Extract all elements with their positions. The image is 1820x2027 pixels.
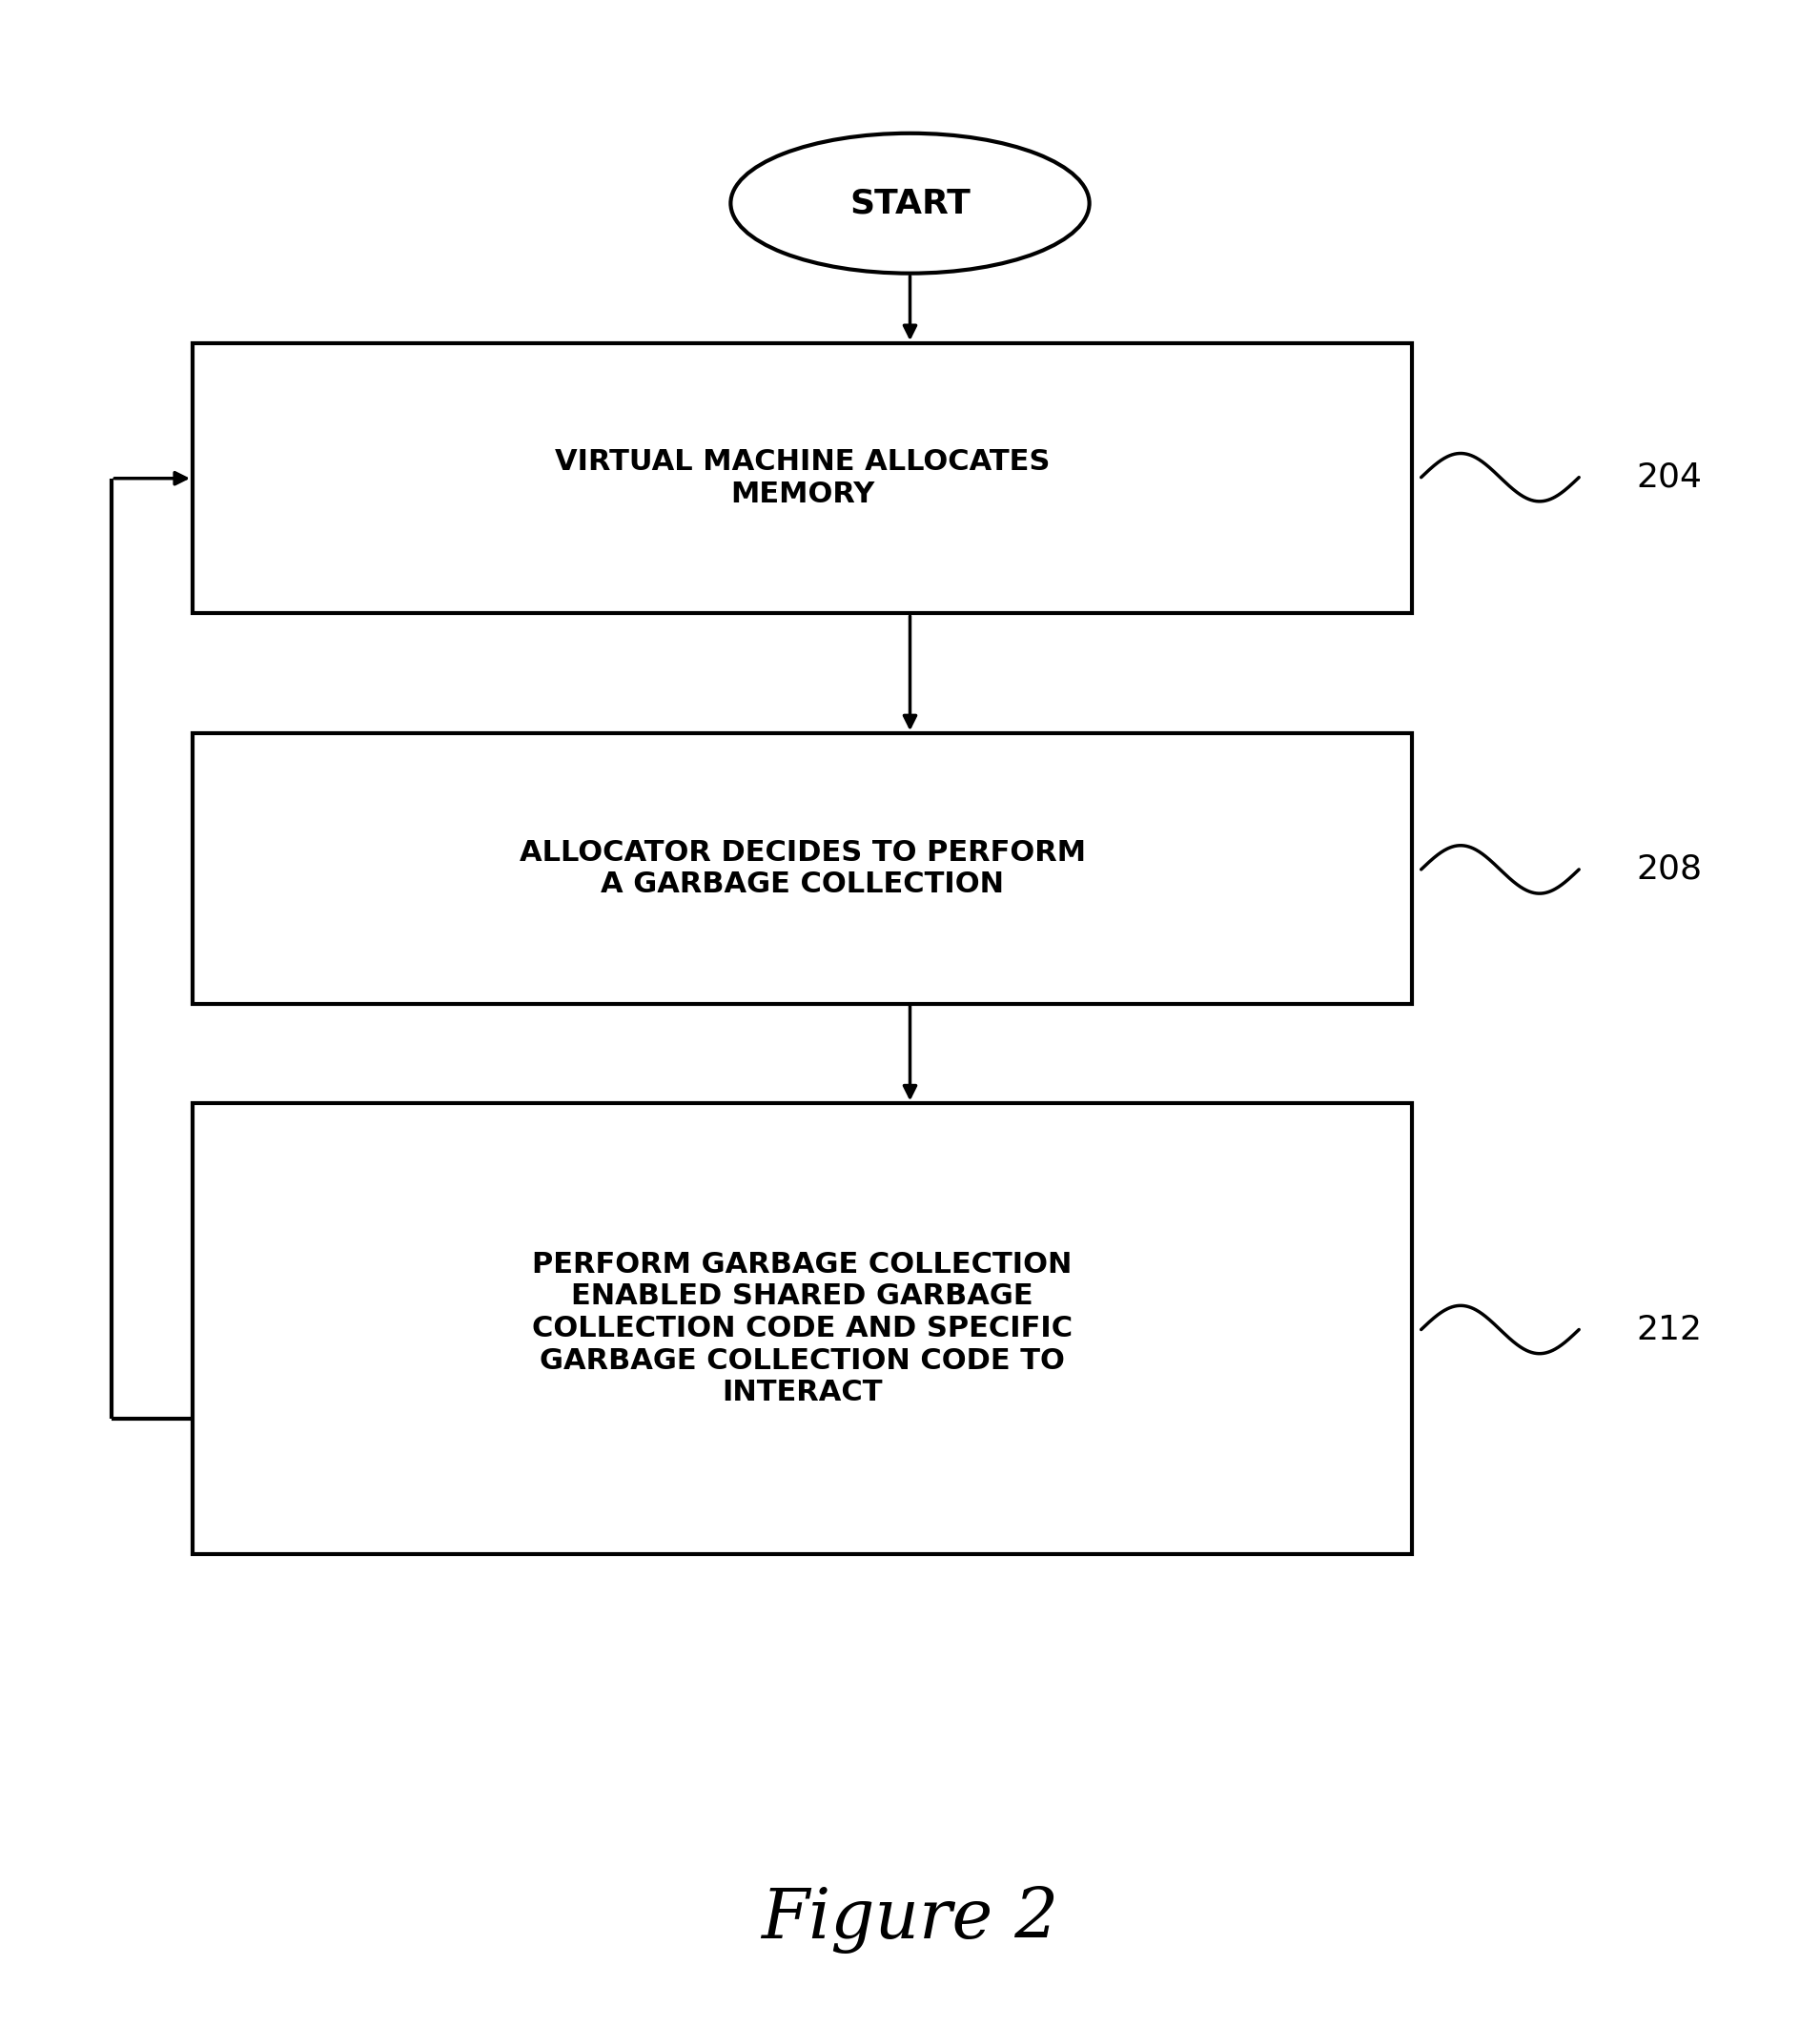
FancyBboxPatch shape bbox=[193, 1103, 1412, 1553]
Text: START: START bbox=[850, 186, 970, 219]
Text: 208: 208 bbox=[1636, 853, 1702, 886]
Text: VIRTUAL MACHINE ALLOCATES
MEMORY: VIRTUAL MACHINE ALLOCATES MEMORY bbox=[555, 448, 1050, 509]
FancyBboxPatch shape bbox=[193, 343, 1412, 614]
Ellipse shape bbox=[730, 134, 1090, 274]
Text: ALLOCATOR DECIDES TO PERFORM
A GARBAGE COLLECTION: ALLOCATOR DECIDES TO PERFORM A GARBAGE C… bbox=[519, 839, 1085, 898]
Text: PERFORM GARBAGE COLLECTION
ENABLED SHARED GARBAGE
COLLECTION CODE AND SPECIFIC
G: PERFORM GARBAGE COLLECTION ENABLED SHARE… bbox=[531, 1251, 1072, 1407]
Text: Figure 2: Figure 2 bbox=[761, 1885, 1059, 1954]
Text: 212: 212 bbox=[1636, 1313, 1702, 1346]
Text: 204: 204 bbox=[1636, 462, 1702, 493]
FancyBboxPatch shape bbox=[193, 734, 1412, 1003]
